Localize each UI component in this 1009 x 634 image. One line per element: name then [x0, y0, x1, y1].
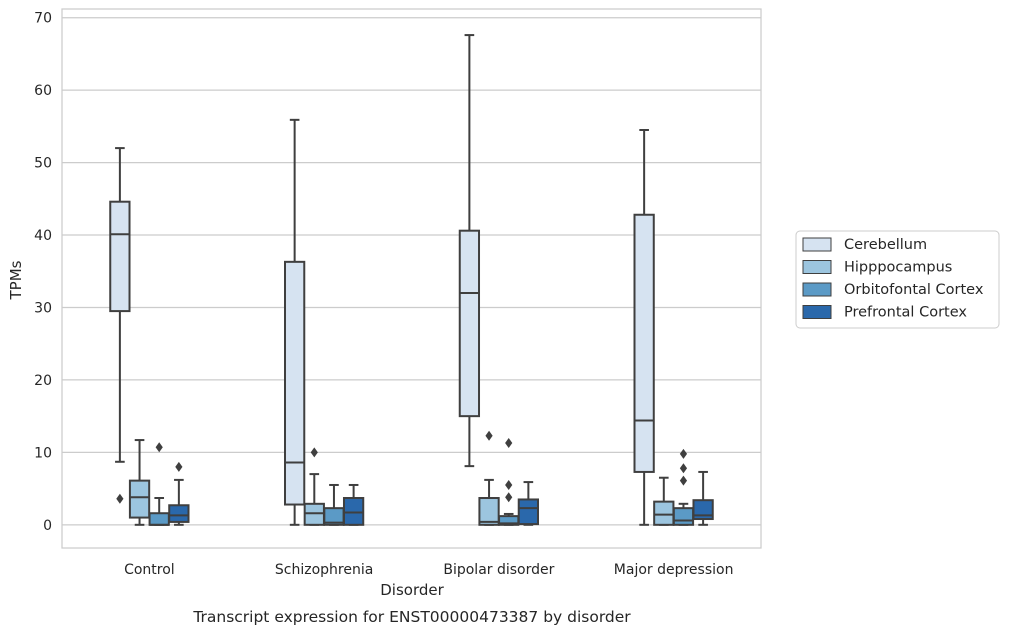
iqr-box: [692, 499, 714, 521]
y-tick-label: 20: [34, 373, 52, 389]
outlier-point: [485, 430, 493, 441]
iqr-box: [303, 502, 325, 526]
box-orbitofontal-cortex: [323, 483, 345, 526]
outlier-point: [679, 475, 688, 486]
iqr-box: [168, 504, 190, 523]
outlier-point: [505, 437, 513, 448]
box-cerebellum: [284, 118, 306, 526]
iqr-box: [284, 260, 306, 506]
x-tick-labels: Control Schizophrenia Bipolar disorder Majo…: [124, 562, 733, 578]
iqr-box: [342, 497, 365, 526]
legend-swatch: [802, 237, 832, 252]
box-hipppocampus: [303, 447, 325, 526]
outlier-point: [175, 461, 183, 472]
outlier-point: [310, 447, 318, 458]
box-prefrontal-cortex: [342, 483, 365, 526]
box-hipppocampus: [128, 439, 151, 526]
box-orbitofontal-cortex: [672, 448, 695, 526]
box-cerebellum: [633, 128, 655, 526]
outlier-point: [679, 463, 688, 474]
x-tick-label: Major depression: [614, 562, 734, 578]
box-hipppocampus: [478, 430, 500, 526]
iqr-box: [633, 213, 655, 473]
legend-swatch: [802, 260, 832, 274]
outlier-point: [505, 479, 513, 490]
box-prefrontal-cortex: [168, 461, 190, 526]
outlier-point: [679, 448, 688, 459]
x-tick-label: Bipolar disorder: [443, 562, 554, 578]
outlier-point: [116, 493, 124, 504]
legend-swatch: [802, 282, 832, 297]
iqr-box: [148, 512, 170, 526]
legend-frame: [795, 230, 1000, 329]
y-tick-label: 50: [34, 156, 52, 172]
y-tick-label: 40: [34, 228, 52, 244]
y-tick-label: 10: [34, 445, 52, 461]
y-tick-label: 0: [43, 518, 52, 534]
box-prefrontal-cortex: [517, 481, 539, 526]
legend-label: Hipppocampus: [844, 260, 952, 276]
iqr-box: [109, 200, 131, 313]
legend-label: Prefrontal Cortex: [844, 305, 967, 321]
x-tick-label: Control: [124, 562, 175, 578]
x-axis-label: Disorder: [380, 581, 444, 599]
y-tick-label: 70: [34, 11, 52, 27]
y-tick-labels: 0 10 20 30 40 50 60 70: [34, 11, 52, 534]
iqr-box: [517, 498, 539, 526]
chart-caption: Transcript expression for ENST0000047338…: [192, 608, 631, 626]
y-tick-label: 60: [34, 83, 52, 99]
box-orbitofontal-cortex: [148, 442, 170, 526]
y-tick-label: 30: [34, 300, 52, 316]
box-cerebellum: [458, 34, 481, 468]
gridlines: [62, 17, 761, 526]
iqr-box: [458, 229, 481, 418]
iqr-box: [653, 500, 675, 526]
legend: Cerebellum Hipppocampus Orbitofontal Corte…: [795, 230, 1000, 329]
x-tick-label: Schizophrenia: [275, 562, 373, 578]
box-hipppocampus: [653, 476, 675, 526]
box-cerebellum: [109, 147, 131, 504]
y-axis-label: TPMs: [7, 260, 25, 300]
iqr-box: [128, 479, 151, 519]
box-orbitofontal-cortex: [498, 437, 520, 526]
outlier-point: [155, 442, 163, 453]
legend-swatch: [802, 305, 832, 319]
outlier-point: [505, 492, 513, 503]
box-prefrontal-cortex: [692, 470, 714, 526]
legend-label: Cerebellum: [844, 237, 927, 253]
iqr-box: [478, 497, 500, 526]
box-series: [109, 34, 714, 526]
legend-label: Orbitofontal Cortex: [844, 282, 984, 298]
plot-frame: [61, 8, 762, 549]
iqr-box: [672, 507, 695, 526]
